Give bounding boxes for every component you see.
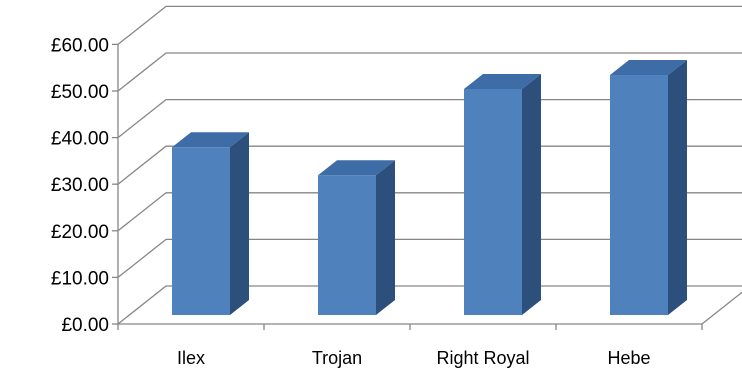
category-label: Ilex bbox=[177, 348, 205, 368]
category-labels: Ilex Trojan Right Royal Hebe bbox=[117, 324, 703, 368]
y-tick-label: £0.00 bbox=[61, 315, 109, 336]
y-tick-labels: £0.00 £10.00 £20.00 £30.00 £40.00 £50.00 £60.0… bbox=[51, 35, 118, 336]
bars bbox=[172, 60, 687, 316]
bar-ilex bbox=[172, 132, 249, 315]
bar-front-face bbox=[318, 175, 376, 315]
gridline bbox=[117, 52, 742, 92]
y-tick-label: £30.00 bbox=[51, 175, 109, 196]
bar-side-face bbox=[230, 132, 249, 315]
y-tick-label: £50.00 bbox=[51, 82, 109, 103]
gridline bbox=[117, 98, 742, 139]
bar-trojan bbox=[318, 160, 395, 315]
bar-side-face bbox=[668, 60, 687, 316]
bar-top-face bbox=[464, 73, 541, 89]
category-label: Right Royal bbox=[436, 348, 529, 368]
floor-outline bbox=[117, 285, 742, 325]
bar-top-face bbox=[318, 160, 395, 176]
gridlines bbox=[117, 5, 742, 325]
bar-front-face bbox=[172, 147, 230, 315]
gridline bbox=[117, 145, 742, 185]
bar-side-face bbox=[522, 73, 541, 316]
bar-front-face bbox=[610, 75, 668, 315]
bar-top-face bbox=[610, 60, 687, 76]
gridline bbox=[117, 192, 742, 232]
y-tick-label: £10.00 bbox=[51, 268, 109, 289]
category-label: Hebe bbox=[607, 348, 650, 368]
gridline bbox=[117, 238, 742, 278]
category-label: Trojan bbox=[312, 348, 362, 368]
y-tick-label: £40.00 bbox=[51, 129, 109, 150]
bar-side-face bbox=[376, 160, 395, 315]
bar-right-royal bbox=[464, 73, 541, 316]
gridline bbox=[117, 5, 742, 45]
bar-hebe bbox=[610, 60, 687, 316]
y-tick-label: £20.00 bbox=[51, 222, 109, 243]
bar-top-face bbox=[172, 132, 249, 148]
bar-front-face bbox=[464, 88, 522, 316]
y-tick-label: £60.00 bbox=[51, 35, 109, 56]
